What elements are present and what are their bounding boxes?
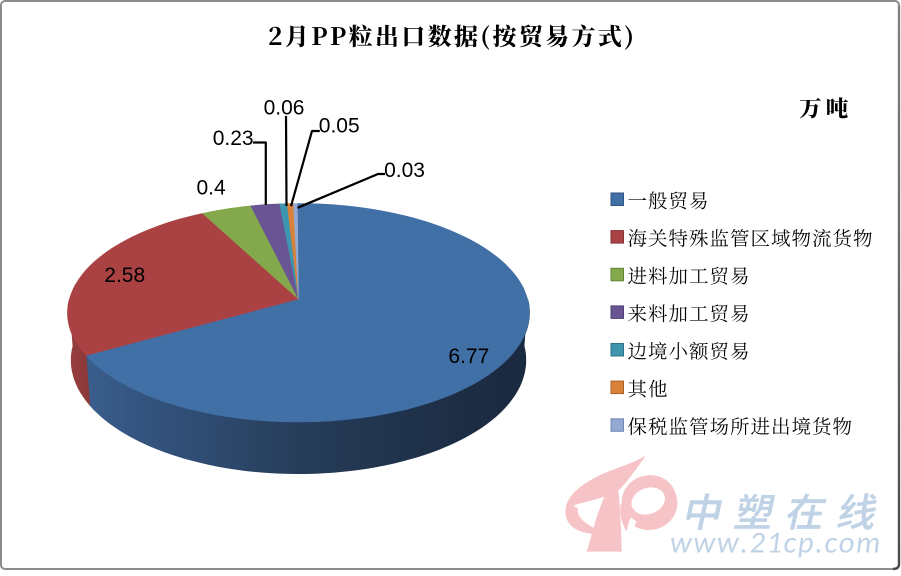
svg-text:0.23: 0.23 [213,127,254,150]
svg-text:0.06: 0.06 [264,97,305,120]
svg-text:2.58: 2.58 [104,264,145,287]
svg-text:0.03: 0.03 [384,159,425,182]
svg-text:6.77: 6.77 [448,345,489,368]
svg-text:0.4: 0.4 [197,177,227,200]
svg-text:0.05: 0.05 [319,114,360,137]
